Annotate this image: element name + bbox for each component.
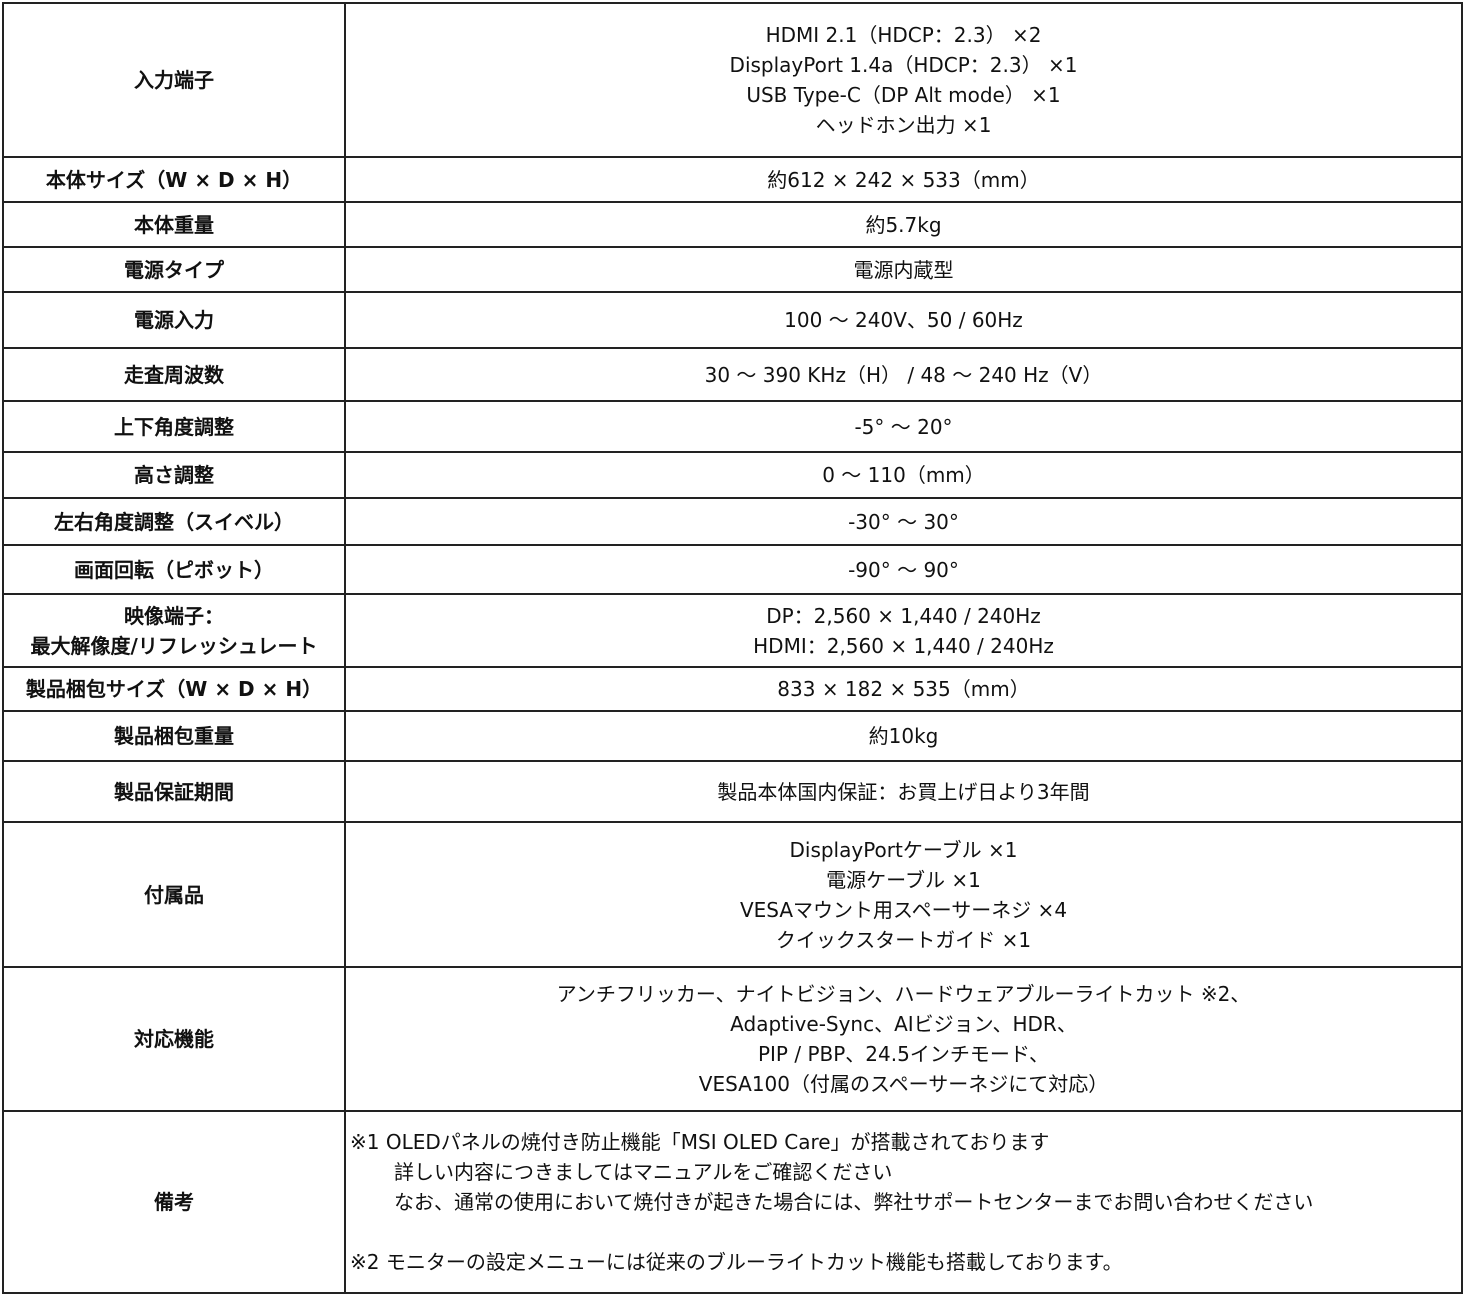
- spec-value-line: 約10kg: [868, 724, 939, 748]
- spec-value: アンチフリッカー、ナイトビジョン、ハードウェアブルーライトカット ※2、 Adap…: [344, 966, 1463, 1112]
- note-2: ※2 モニターの設定メニューには従来のブルーライトカット機能も搭載しております。: [350, 1250, 1123, 1274]
- spec-value-line: Adaptive-Sync、AIビジョン、HDR、: [730, 1012, 1077, 1036]
- spec-row: 画面回転（ピボット） -90° ～ 90°: [2, 544, 1463, 595]
- spec-label-line: 映像端子：: [124, 603, 224, 628]
- note-1-detail: 詳しい内容につきましてはマニュアルをご確認ください: [394, 1160, 893, 1184]
- spec-value-line: 0 ～ 110（mm）: [822, 463, 985, 487]
- spec-value: 約10kg: [344, 710, 1463, 762]
- spec-row: 電源入力 100 ～ 240V、50 / 60Hz: [2, 291, 1463, 349]
- spec-label: 高さ調整: [2, 451, 346, 499]
- notes-label: 備考: [2, 1110, 346, 1294]
- spec-value-line: 電源ケーブル ×1: [826, 867, 981, 892]
- spec-row: 付属品 DisplayPortケーブル ×1 電源ケーブル ×1 VESAマウント用ス…: [2, 821, 1463, 968]
- spec-value-line: DisplayPortケーブル ×1: [789, 837, 1018, 862]
- spec-label-line: 左右角度調整（スイベル）: [54, 509, 294, 534]
- spec-label: 画面回転（ピボット）: [2, 544, 346, 595]
- spec-row: 映像端子： 最大解像度/リフレッシュレート DP：2,560 × 1,440 / 2…: [2, 593, 1463, 668]
- spec-value-line: 100 ～ 240V、50 / 60Hz: [784, 308, 1023, 332]
- spec-label: 上下角度調整: [2, 400, 346, 453]
- spec-row: 入力端子 HDMI 2.1（HDCP：2.3） ×2 DisplayPort 1.4…: [2, 2, 1463, 158]
- spec-label-line: 製品保証期間: [114, 779, 234, 804]
- spec-value-line: DisplayPort 1.4a（HDCP：2.3） ×1: [729, 53, 1078, 77]
- spec-label-line: 上下角度調整: [114, 414, 234, 439]
- spec-value-line: -90° ～ 90°: [848, 557, 959, 582]
- spec-label-line: 本体サイズ（W × D × H）: [45, 167, 303, 192]
- spec-value: 電源内蔵型: [344, 246, 1463, 293]
- spec-value-line: 約5.7kg: [865, 212, 942, 237]
- spec-value-line: 30 ～ 390 KHz（H） / 48 ～ 240 Hz（V）: [704, 362, 1103, 387]
- spec-label-line: 本体重量: [134, 212, 214, 237]
- spec-value: 約5.7kg: [344, 201, 1463, 248]
- spec-row: 上下角度調整 -5° ～ 20°: [2, 400, 1463, 453]
- spec-value: -90° ～ 90°: [344, 544, 1463, 595]
- spec-label: 対応機能: [2, 966, 346, 1112]
- spec-label-line: 付属品: [144, 882, 204, 907]
- spec-value-line: 833 × 182 × 535（mm）: [777, 677, 1030, 701]
- note-1: ※1 OLEDパネルの焼付き防止機能「MSI OLED Care」が搭載されてお…: [350, 1130, 1050, 1154]
- spec-value-line: クイックスタートガイド ×1: [775, 927, 1032, 952]
- spec-label-line: 最大解像度/リフレッシュレート: [30, 633, 318, 658]
- spec-label-line: 電源入力: [134, 308, 214, 332]
- spec-value: DisplayPortケーブル ×1 電源ケーブル ×1 VESAマウント用スペーサ…: [344, 821, 1463, 968]
- spec-row: 高さ調整 0 ～ 110（mm）: [2, 451, 1463, 499]
- spec-value-line: DP：2,560 × 1,440 / 240Hz: [766, 603, 1041, 628]
- spec-label-line: 電源タイプ: [124, 257, 224, 282]
- spec-value-line: ヘッドホン出力 ×1: [815, 113, 992, 137]
- spec-row: 対応機能 アンチフリッカー、ナイトビジョン、ハードウェアブルーライトカット ※2、…: [2, 966, 1463, 1112]
- spec-label: 本体重量: [2, 201, 346, 248]
- spec-value: DP：2,560 × 1,440 / 240Hz HDMI：2,560 × 1,4…: [344, 593, 1463, 668]
- spec-value-line: 製品本体国内保証：お買上げ日より3年間: [717, 779, 1090, 804]
- notes-value: ※1 OLEDパネルの焼付き防止機能「MSI OLED Care」が搭載されてお…: [344, 1110, 1463, 1294]
- spec-label-line: 走査周波数: [124, 362, 224, 387]
- spec-label-line: 画面回転（ピボット）: [74, 557, 274, 582]
- spec-label: 映像端子： 最大解像度/リフレッシュレート: [2, 593, 346, 668]
- note-1-support: なお、通常の使用において焼付きが起きた場合には、弊社サポートセンターまでお問い合…: [394, 1190, 1314, 1214]
- spec-label: 製品保証期間: [2, 760, 346, 823]
- spec-value: 製品本体国内保証：お買上げ日より3年間: [344, 760, 1463, 823]
- spec-label: 付属品: [2, 821, 346, 968]
- spec-value-line: VESA100（付属のスペーサーネジにて対応）: [698, 1072, 1109, 1096]
- spec-value: 30 ～ 390 KHz（H） / 48 ～ 240 Hz（V）: [344, 347, 1463, 402]
- spec-value: HDMI 2.1（HDCP：2.3） ×2 DisplayPort 1.4a（HD…: [344, 2, 1463, 158]
- spec-value-line: 電源内蔵型: [853, 257, 954, 282]
- spec-label: 製品梱包重量: [2, 710, 346, 762]
- spec-value-line: HDMI：2,560 × 1,440 / 240Hz: [753, 633, 1054, 658]
- spec-label: 本体サイズ（W × D × H）: [2, 156, 346, 203]
- spec-value: -5° ～ 20°: [344, 400, 1463, 453]
- spec-value-line: -30° ～ 30°: [848, 509, 959, 534]
- spec-value-line: HDMI 2.1（HDCP：2.3） ×2: [765, 23, 1042, 47]
- spec-value-line: -5° ～ 20°: [854, 414, 953, 439]
- spec-label-line: 製品梱包サイズ（W × D × H）: [25, 677, 323, 701]
- spec-row: 製品保証期間 製品本体国内保証：お買上げ日より3年間: [2, 760, 1463, 823]
- spec-value: -30° ～ 30°: [344, 497, 1463, 546]
- spec-row: 左右角度調整（スイベル） -30° ～ 30°: [2, 497, 1463, 546]
- spec-label-line: 対応機能: [134, 1027, 214, 1051]
- spec-value: 0 ～ 110（mm）: [344, 451, 1463, 499]
- spec-value-line: アンチフリッカー、ナイトビジョン、ハードウェアブルーライトカット ※2、: [556, 982, 1251, 1006]
- spec-label: 製品梱包サイズ（W × D × H）: [2, 666, 346, 712]
- spec-value-line: USB Type-C（DP Alt mode） ×1: [746, 83, 1061, 107]
- spec-row: 本体サイズ（W × D × H） 約612 × 242 × 533（mm）: [2, 156, 1463, 203]
- spec-label: 電源入力: [2, 291, 346, 349]
- spec-value-line: PIP / PBP、24.5インチモード、: [757, 1042, 1050, 1066]
- spec-value: 100 ～ 240V、50 / 60Hz: [344, 291, 1463, 349]
- spec-label: 走査周波数: [2, 347, 346, 402]
- spec-label-line: 高さ調整: [134, 463, 214, 487]
- spec-row: 電源タイプ 電源内蔵型: [2, 246, 1463, 293]
- spec-label: 入力端子: [2, 2, 346, 158]
- spec-label-line: 製品梱包重量: [114, 724, 234, 748]
- spec-row: 製品梱包重量 約10kg: [2, 710, 1463, 762]
- spec-value-line: 約612 × 242 × 533（mm）: [767, 167, 1040, 192]
- spec-label-line: 入力端子: [134, 68, 214, 92]
- spec-value: 約612 × 242 × 533（mm）: [344, 156, 1463, 203]
- notes-row: 備考 ※1 OLEDパネルの焼付き防止機能「MSI OLED Care」が搭載さ…: [2, 1110, 1463, 1294]
- spec-label: 電源タイプ: [2, 246, 346, 293]
- spec-label: 左右角度調整（スイベル）: [2, 497, 346, 546]
- spec-value: 833 × 182 × 535（mm）: [344, 666, 1463, 712]
- spec-value-line: VESAマウント用スペーサーネジ ×4: [739, 897, 1068, 922]
- spec-row: 製品梱包サイズ（W × D × H） 833 × 182 × 535（mm）: [2, 666, 1463, 712]
- spec-row: 走査周波数 30 ～ 390 KHz（H） / 48 ～ 240 Hz（V）: [2, 347, 1463, 402]
- spec-row: 本体重量 約5.7kg: [2, 201, 1463, 248]
